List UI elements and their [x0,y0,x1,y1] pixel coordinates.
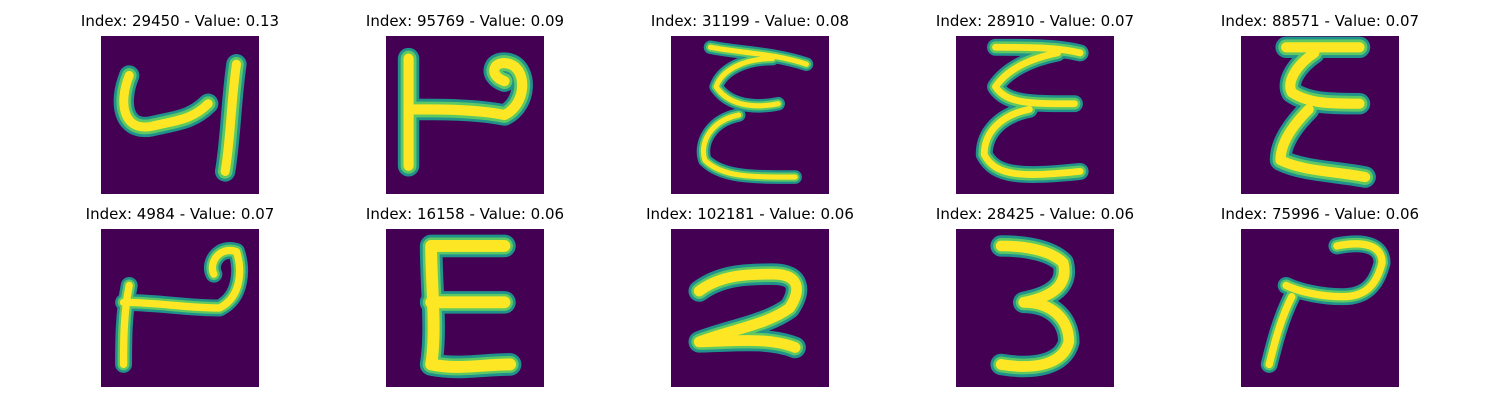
panel-title: Index: 95769 - Value: 0.09 [365,12,565,30]
panel-title: Index: 102181 - Value: 0.06 [646,205,854,223]
digit-image [1241,36,1399,194]
image-panel-3: Index: 31199 - Value: 0.08 [650,12,850,194]
image-panel-1: Index: 29450 - Value: 0.13 [80,12,280,194]
panel-title: Index: 29450 - Value: 0.13 [80,12,280,30]
panel-title: Index: 4984 - Value: 0.07 [85,205,275,223]
digit-image [956,229,1114,387]
image-panel-2: Index: 95769 - Value: 0.09 [365,12,565,194]
digit-image [101,229,259,387]
image-panel-6: Index: 4984 - Value: 0.07 [80,205,280,387]
digit-image [386,36,544,194]
digit-image [671,36,829,194]
panel-title: Index: 16158 - Value: 0.06 [365,205,565,223]
image-panel-10: Index: 75996 - Value: 0.06 [1220,205,1420,387]
image-panel-9: Index: 28425 - Value: 0.06 [935,205,1135,387]
panel-title: Index: 31199 - Value: 0.08 [650,12,850,30]
image-panel-4: Index: 28910 - Value: 0.07 [935,12,1135,194]
panel-title: Index: 75996 - Value: 0.06 [1220,205,1420,223]
image-panel-7: Index: 16158 - Value: 0.06 [365,205,565,387]
panel-title: Index: 28425 - Value: 0.06 [935,205,1135,223]
image-panel-8: Index: 102181 - Value: 0.06 [646,205,854,387]
panel-title: Index: 28910 - Value: 0.07 [935,12,1135,30]
digit-image [101,36,259,194]
digit-image [956,36,1114,194]
digit-image [386,229,544,387]
image-panel-5: Index: 88571 - Value: 0.07 [1220,12,1420,194]
panel-title: Index: 88571 - Value: 0.07 [1220,12,1420,30]
digit-image [671,229,829,387]
digit-image [1241,229,1399,387]
